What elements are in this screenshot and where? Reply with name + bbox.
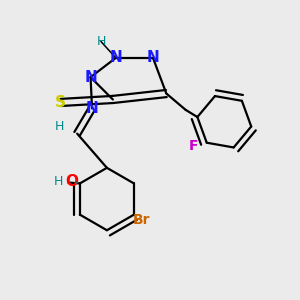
Text: S: S bbox=[55, 95, 66, 110]
Text: O: O bbox=[65, 175, 78, 190]
Text: N: N bbox=[147, 50, 159, 65]
Text: F: F bbox=[189, 139, 198, 153]
Text: N: N bbox=[84, 70, 97, 85]
Text: •: • bbox=[72, 178, 79, 188]
Text: N: N bbox=[110, 50, 122, 65]
Text: H: H bbox=[54, 176, 63, 188]
Text: H: H bbox=[55, 120, 64, 133]
Text: H: H bbox=[96, 35, 106, 48]
Text: N: N bbox=[86, 101, 98, 116]
Text: Br: Br bbox=[133, 213, 150, 227]
